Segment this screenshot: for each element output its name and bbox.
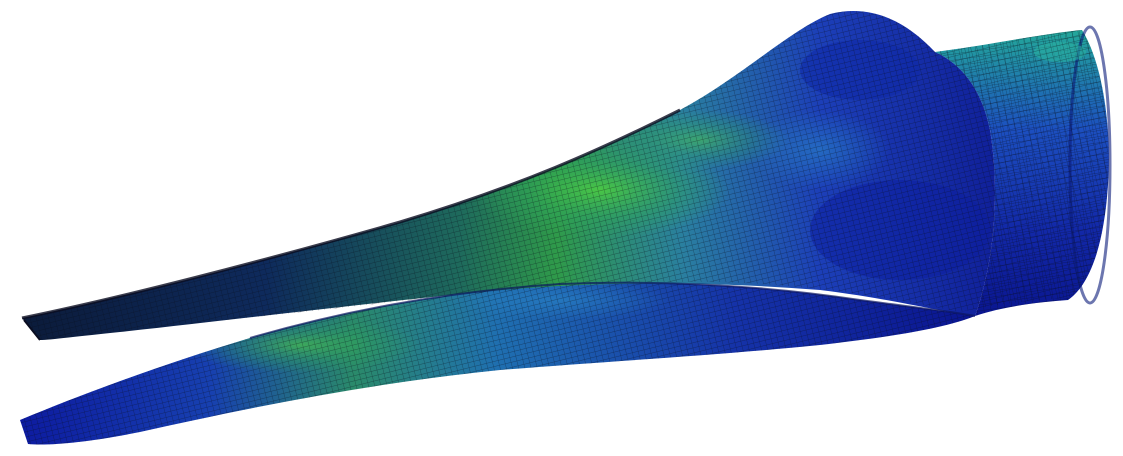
blade-seam xyxy=(249,281,976,339)
